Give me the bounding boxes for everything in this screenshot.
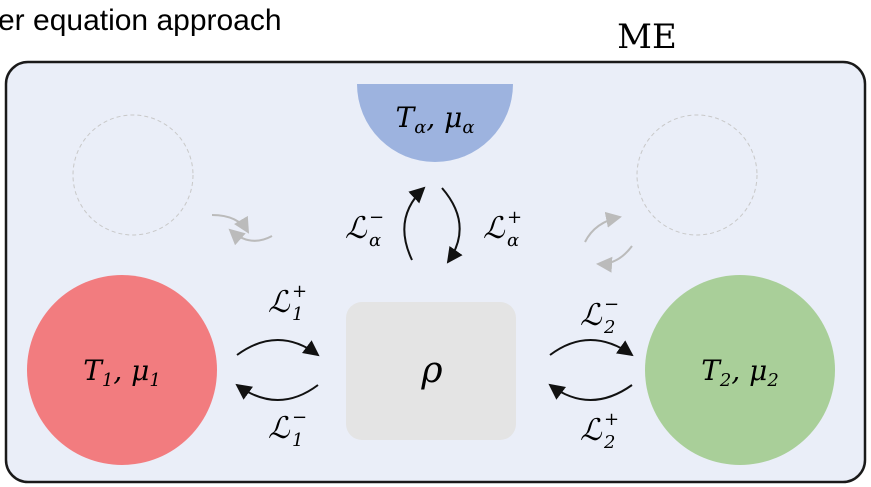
- subscript: 1: [102, 370, 113, 391]
- rate-symbol: ℒ: [580, 298, 603, 333]
- rate-sup: +: [507, 207, 522, 228]
- rate-sub: 1: [292, 430, 303, 451]
- dashed-reservoir: [636, 114, 758, 236]
- rate-sup: +: [292, 281, 307, 302]
- rate-sub: α: [507, 230, 519, 251]
- subscript: α: [414, 117, 426, 138]
- reservoir-label: T1, μ1: [83, 354, 161, 391]
- symbol: , μ: [731, 354, 767, 387]
- symbol: , μ: [113, 354, 149, 387]
- symbol: T: [396, 101, 417, 134]
- rate-sup: −: [604, 294, 619, 315]
- rate-symbol: ℒ: [580, 413, 603, 448]
- rate-sup: −: [292, 407, 307, 428]
- rate-sub: 1: [292, 304, 303, 325]
- symbol: , μ: [426, 101, 462, 134]
- subscript: 2: [766, 370, 778, 391]
- title: er equation approach: [0, 4, 282, 37]
- rate-sup: −: [369, 207, 384, 228]
- rate-sub: α: [369, 230, 381, 251]
- rate-symbol: ℒ: [345, 211, 368, 246]
- subscript: 1: [149, 370, 160, 391]
- rate-sub: 2: [603, 432, 615, 453]
- reservoir-1: [27, 275, 217, 465]
- reservoir-alpha: [357, 84, 513, 162]
- rate-symbol: ℒ: [268, 411, 291, 446]
- rate-symbol: ℒ: [483, 211, 506, 246]
- symbol: T: [83, 354, 104, 387]
- rate-sup: +: [604, 409, 619, 430]
- rate-sub: 2: [603, 317, 615, 338]
- rate-symbol: ℒ: [268, 285, 291, 320]
- box-label: ME: [617, 17, 677, 57]
- system: [346, 302, 516, 440]
- reservoir-2: [645, 275, 835, 465]
- dashed-reservoir: [72, 114, 194, 236]
- symbol: T: [701, 354, 722, 387]
- subscript: α: [462, 117, 474, 138]
- subscript: 2: [719, 370, 731, 391]
- reservoir-label: T2, μ2: [701, 354, 779, 391]
- reservoir-label: Tα, μα: [396, 101, 475, 138]
- system-label: ρ: [420, 350, 442, 391]
- arrows: [211, 186, 634, 401]
